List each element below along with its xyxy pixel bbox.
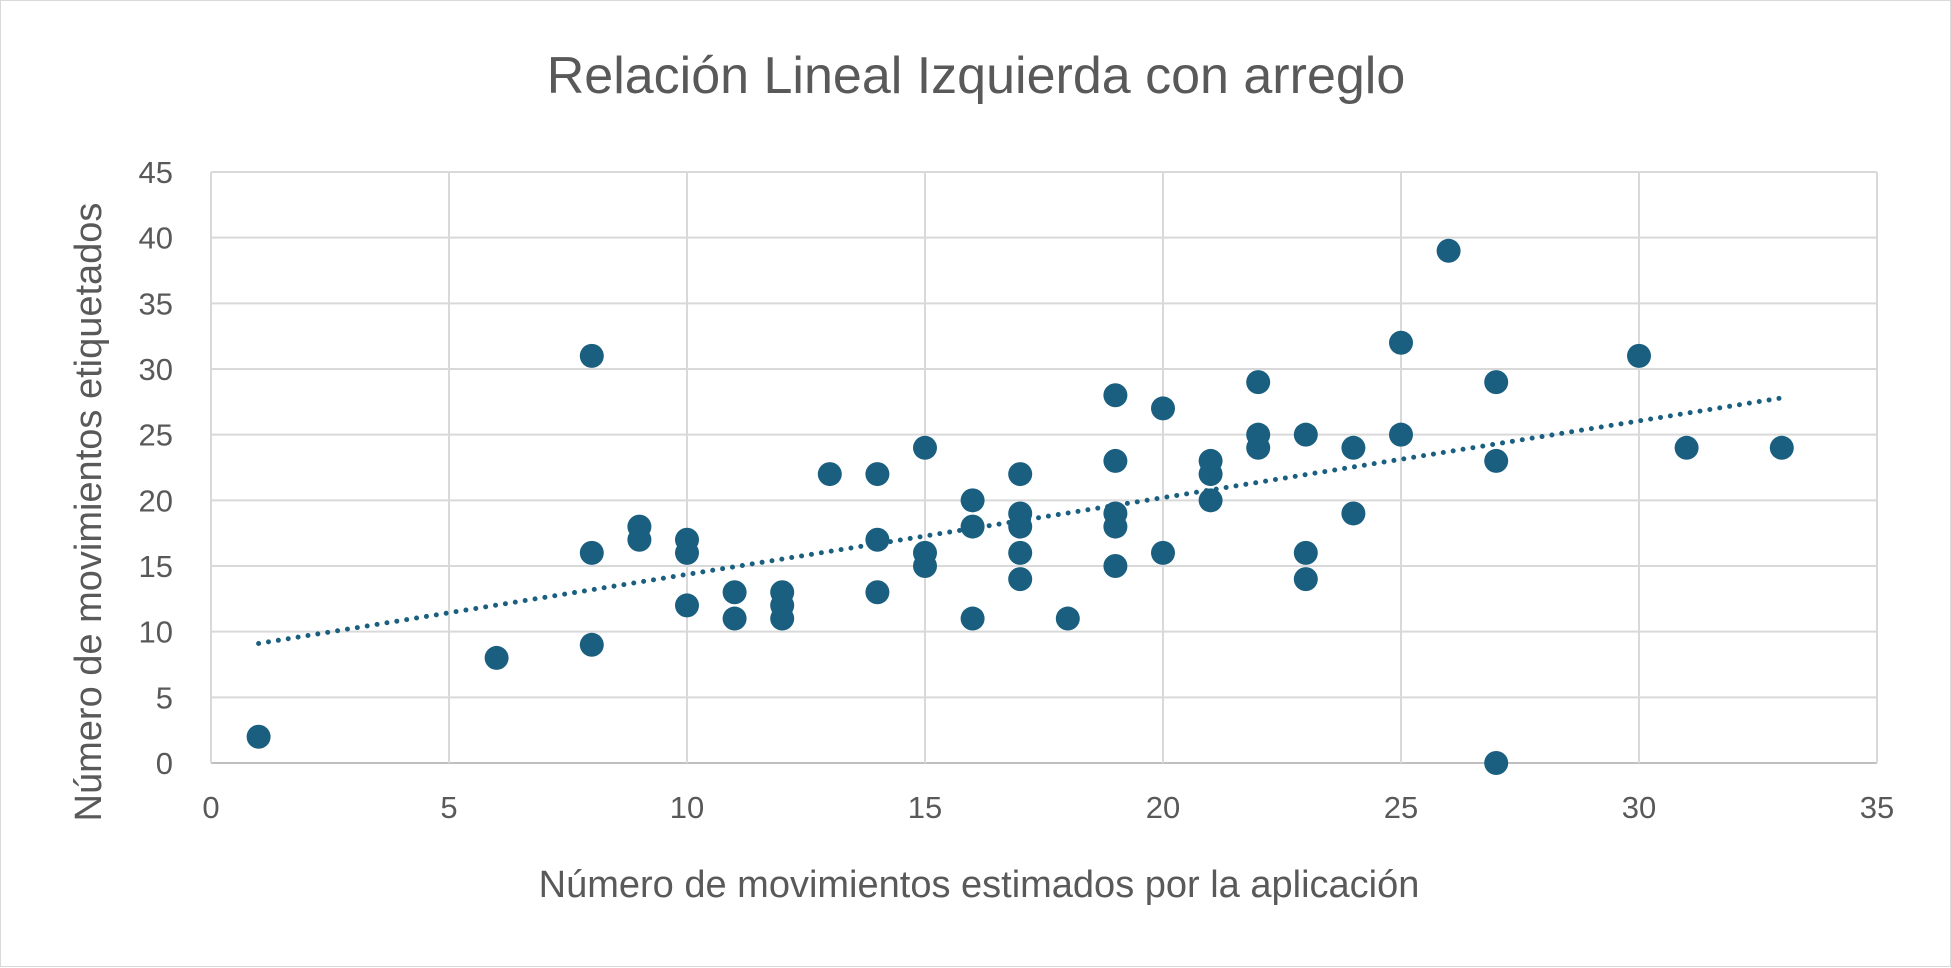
data-point bbox=[913, 554, 937, 578]
data-point bbox=[1389, 330, 1413, 355]
data-point bbox=[1389, 422, 1413, 447]
data-point bbox=[1103, 448, 1128, 473]
y-tick-label: 20 bbox=[139, 483, 173, 518]
data-point bbox=[579, 632, 604, 657]
data-point bbox=[246, 724, 271, 749]
data-point bbox=[579, 343, 604, 368]
data-point bbox=[1008, 462, 1033, 487]
data-point bbox=[1293, 540, 1318, 565]
x-tick-label: 20 bbox=[1146, 790, 1180, 825]
data-point bbox=[960, 488, 985, 513]
x-tick-label: 5 bbox=[440, 790, 457, 825]
y-axis-ticks: 0 5 10 15 20 25 30 35 40 45 bbox=[139, 155, 173, 781]
x-tick-label: 25 bbox=[1384, 790, 1418, 825]
data-point bbox=[722, 580, 747, 605]
data-point bbox=[1103, 383, 1128, 408]
x-tick-label: 15 bbox=[908, 790, 942, 825]
data-point bbox=[1008, 514, 1033, 539]
data-point bbox=[770, 606, 795, 631]
data-point bbox=[675, 540, 699, 565]
data-point bbox=[579, 540, 604, 565]
data-point bbox=[960, 514, 985, 539]
data-point bbox=[1341, 501, 1366, 526]
data-point bbox=[913, 435, 937, 460]
data-point bbox=[1103, 554, 1128, 578]
data-point bbox=[1293, 422, 1318, 447]
y-tick-label: 40 bbox=[139, 221, 173, 256]
data-point bbox=[1341, 435, 1366, 460]
data-point bbox=[1008, 567, 1033, 592]
data-point bbox=[817, 462, 842, 487]
data-point bbox=[1769, 435, 1794, 460]
data-point bbox=[1198, 488, 1223, 513]
data-point bbox=[1484, 370, 1509, 395]
data-point bbox=[1055, 606, 1080, 631]
data-point bbox=[865, 580, 890, 605]
y-axis-title: Número de movimientos etiquetados bbox=[68, 203, 110, 822]
y-tick-label: 15 bbox=[139, 549, 173, 584]
y-tick-label: 45 bbox=[139, 155, 173, 190]
data-point bbox=[1436, 238, 1461, 263]
data-point bbox=[1198, 462, 1223, 487]
data-point bbox=[1246, 370, 1271, 395]
gridlines bbox=[210, 171, 1878, 764]
data-point bbox=[722, 606, 747, 631]
x-tick-label: 35 bbox=[1860, 790, 1894, 825]
data-point bbox=[1008, 540, 1033, 565]
y-tick-label: 0 bbox=[156, 746, 173, 781]
data-point bbox=[1674, 435, 1699, 460]
data-point bbox=[865, 527, 890, 552]
x-tick-label: 30 bbox=[1622, 790, 1656, 825]
data-point bbox=[1484, 448, 1509, 473]
data-points bbox=[246, 238, 1794, 775]
x-axis-title: Número de movimientos estimados por la a… bbox=[539, 864, 1420, 906]
data-point bbox=[1246, 435, 1271, 460]
data-point bbox=[1103, 514, 1128, 539]
y-tick-label: 10 bbox=[139, 615, 173, 650]
data-point bbox=[1151, 396, 1175, 421]
data-point bbox=[675, 593, 699, 618]
x-tick-label: 0 bbox=[202, 790, 219, 825]
data-point bbox=[1293, 567, 1318, 592]
data-point bbox=[1151, 540, 1175, 565]
y-tick-label: 25 bbox=[139, 418, 173, 453]
data-point bbox=[484, 645, 509, 670]
y-tick-label: 5 bbox=[156, 680, 173, 715]
data-point bbox=[1627, 343, 1651, 368]
x-tick-label: 10 bbox=[670, 790, 704, 825]
y-tick-label: 30 bbox=[139, 352, 173, 387]
x-axis-ticks: 0 5 10 15 20 25 30 35 bbox=[202, 790, 1894, 825]
y-tick-label: 35 bbox=[139, 286, 173, 321]
data-point bbox=[627, 527, 652, 552]
data-point bbox=[865, 462, 890, 487]
chart-title: Relación Lineal Izquierda con arreglo bbox=[547, 47, 1406, 105]
data-point bbox=[1484, 751, 1509, 775]
data-point bbox=[960, 606, 985, 631]
